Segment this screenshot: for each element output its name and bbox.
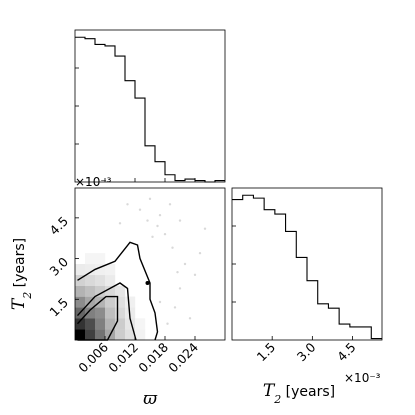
t2-histogram-panel: 1.5 3.0 4.5 ×10⁻³: [231, 187, 383, 385]
peak-marker: [145, 281, 150, 285]
density-cell: [125, 296, 136, 308]
varpi-axis-label: ϖ: [143, 389, 158, 409]
density-cell: [135, 329, 146, 341]
density-cell: [95, 285, 106, 297]
scatter-point: [158, 213, 162, 217]
scatter-point: [173, 306, 177, 309]
scatter-point: [171, 246, 174, 249]
scatter-point: [146, 219, 149, 222]
scatter-point: [166, 322, 169, 325]
density-cell: [115, 307, 126, 319]
density-cell: [95, 253, 106, 265]
density-cell: [125, 329, 136, 341]
density-cell: [85, 264, 96, 276]
density-cell: [115, 296, 126, 308]
t2-scale-factor: ×10⁻³: [344, 371, 381, 385]
density-cell: [105, 274, 116, 286]
density-cell: [95, 307, 106, 319]
density-cell: [75, 318, 86, 330]
t2-histogram-steps: [232, 194, 382, 340]
scatter-point: [183, 262, 187, 266]
density-cell: [85, 307, 96, 319]
density-cell: [115, 318, 126, 330]
varpi-histogram-frame: [74, 29, 226, 183]
density-cell: [85, 318, 96, 330]
t2-axis-label-left: T2 [years]: [9, 238, 34, 310]
varpi-histogram-panel: [74, 29, 226, 183]
scatter-point: [151, 235, 154, 239]
contour-line-1: [76, 282, 137, 341]
t2-ticklabel-2: 4.5: [46, 213, 71, 238]
scatter-point: [158, 300, 162, 304]
t2-histogram-ticklabel-2: 4.5: [334, 340, 359, 365]
density-cell: [75, 329, 86, 341]
density-cell: [85, 329, 96, 341]
scatter-point: [193, 273, 197, 277]
density-cell: [135, 318, 146, 330]
density-cell: [125, 318, 136, 330]
density-cell: [95, 274, 106, 286]
density-cell: [85, 274, 96, 286]
density-cell: [115, 329, 126, 341]
scatter-point: [148, 197, 152, 201]
density-cell: [105, 318, 116, 330]
scatter-point: [178, 219, 182, 222]
scatter-point: [163, 232, 167, 236]
varpi-histogram-steps: [75, 36, 225, 183]
scatter-point: [118, 222, 122, 225]
density-cell: [85, 285, 96, 297]
scatter-point: [203, 227, 207, 230]
varpi-ticklabel-2: 0.018: [135, 339, 171, 375]
scatter-point: [138, 208, 142, 211]
scatter-point: [188, 317, 192, 320]
scatter-point: [176, 270, 179, 274]
scatter-point: [168, 203, 172, 206]
varpi-ticklabel-1: 0.012: [105, 340, 141, 376]
density-cell: [115, 285, 126, 297]
density-cell: [105, 296, 116, 308]
density-cell: [105, 264, 116, 276]
axis-labels: ϖ T2 [years] T2 [years]: [9, 238, 335, 409]
t2-histogram-ticklabel-0: 1.5: [254, 340, 279, 365]
t2-histogram-ticklabel-1: 3.0: [294, 339, 319, 364]
contour-line-2: [77, 241, 159, 341]
density-cell: [75, 285, 86, 297]
density-cell: [105, 285, 116, 297]
joint-density-frame: [74, 187, 226, 341]
density-cell: [75, 274, 86, 286]
scatter-point: [126, 203, 129, 206]
scatter-point: [156, 224, 159, 228]
density-cell: [85, 253, 96, 265]
t2-ticklabel-0: 1.5: [46, 295, 71, 320]
density-cell: [95, 318, 106, 330]
scatter-point: [198, 251, 202, 255]
density-cell: [95, 329, 106, 341]
density-cell: [75, 296, 86, 308]
density-cell: [95, 264, 106, 276]
varpi-ticklabel-0: 0.006: [75, 339, 111, 375]
varpi-ticklabel-3: 0.024: [165, 339, 201, 375]
t2-ticklabel-1: 3.0: [46, 254, 71, 279]
density-cell: [105, 307, 116, 319]
varpi-scale-factor: ×10⁻³: [75, 175, 112, 189]
scatter-point: [178, 287, 182, 290]
t2-axis-label-bottom: T2 [years]: [263, 381, 335, 406]
density-cell: [75, 264, 86, 276]
